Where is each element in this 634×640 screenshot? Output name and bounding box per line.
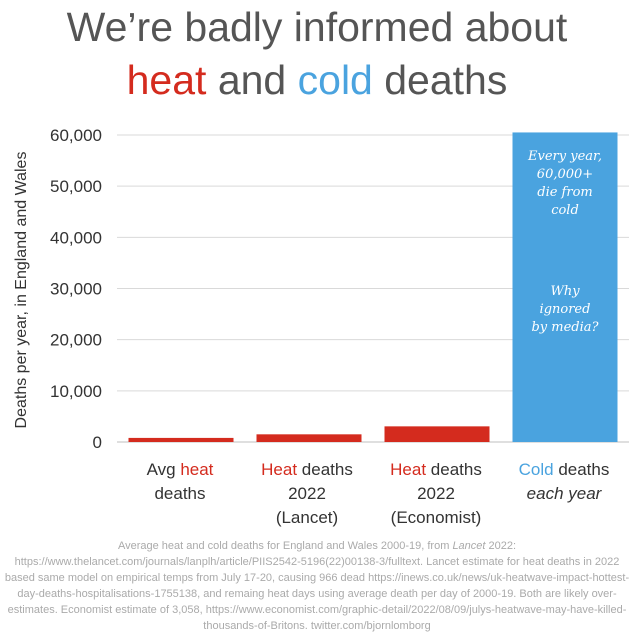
cold-annotation-bottom: Why ignored by media? — [510, 283, 620, 337]
y-tick-label: 40,000 — [50, 228, 102, 247]
y-tick-label: 50,000 — [50, 177, 102, 196]
chart-title-line2: heat and cold deaths — [0, 60, 634, 101]
annotation-line: Why — [550, 284, 580, 299]
y-tick-label: 10,000 — [50, 382, 102, 401]
cat-text: deaths — [553, 460, 610, 479]
y-axis-label: Deaths per year, in England and Wales — [13, 152, 30, 429]
cat-highlight: Heat — [261, 460, 298, 479]
y-tick-label: 60,000 — [50, 126, 102, 145]
annotation-line: Every year, — [528, 149, 602, 164]
y-tick-label: 0 — [93, 433, 102, 452]
bar-chart: 0 10,000 20,000 30,000 40,000 50,000 60,000 De… — [13, 126, 629, 452]
annotation-line: by media? — [531, 320, 599, 335]
annotation-line: ignored — [539, 302, 591, 317]
cat-line2: 2022 — [417, 484, 455, 503]
cat-line2: 2022 — [288, 484, 326, 503]
cat-highlight: heat — [180, 460, 214, 479]
y-axis-ticks: 0 10,000 20,000 30,000 40,000 50,000 60,000 — [50, 126, 102, 452]
cat-text: deaths — [426, 460, 482, 479]
source-note-text: 2022: https://www.thelancet.com/journals… — [4, 540, 630, 632]
y-tick-label: 30,000 — [50, 280, 102, 299]
y-tick-label: 20,000 — [50, 331, 102, 350]
chart-title-line1: We’re badly informed about — [66, 4, 568, 50]
cat-line2: deaths — [154, 484, 206, 503]
cat-line3: (Economist) — [390, 508, 482, 527]
cat-highlight: Cold — [518, 460, 554, 479]
source-note-text: Average heat and cold deaths for England… — [117, 540, 453, 552]
bar — [128, 437, 234, 442]
bar — [384, 426, 490, 442]
source-note-italic: Lancet — [452, 540, 486, 552]
bar — [256, 434, 362, 442]
bars — [128, 132, 618, 443]
source-note: Average heat and cold deaths for England… — [2, 538, 632, 634]
annotation-line: cold — [551, 203, 579, 218]
category-label-avg-heat: Avg heat deaths — [116, 458, 244, 506]
category-label-lancet: Heat deaths 2022 (Lancet) — [243, 458, 371, 530]
gridlines — [117, 134, 629, 443]
title-cold-word: cold — [297, 57, 373, 103]
category-label-economist: Heat deaths 2022 (Economist) — [372, 458, 500, 530]
cat-line2: each year — [526, 484, 602, 503]
title-and-word: and — [206, 57, 298, 103]
cat-line3: (Lancet) — [275, 508, 339, 527]
category-label-cold: Cold deaths each year — [500, 458, 628, 506]
title-deaths-word: deaths — [372, 57, 508, 103]
annotation-line: 60,000+ — [536, 167, 594, 182]
cat-text: Avg — [146, 460, 181, 479]
cat-highlight: Heat — [390, 460, 427, 479]
bar — [512, 132, 618, 443]
cold-annotation-top: Every year, 60,000+ die from cold — [510, 148, 620, 220]
title-heat-word: heat — [126, 57, 207, 103]
annotation-line: die from — [537, 185, 593, 200]
cat-text: deaths — [297, 460, 353, 479]
